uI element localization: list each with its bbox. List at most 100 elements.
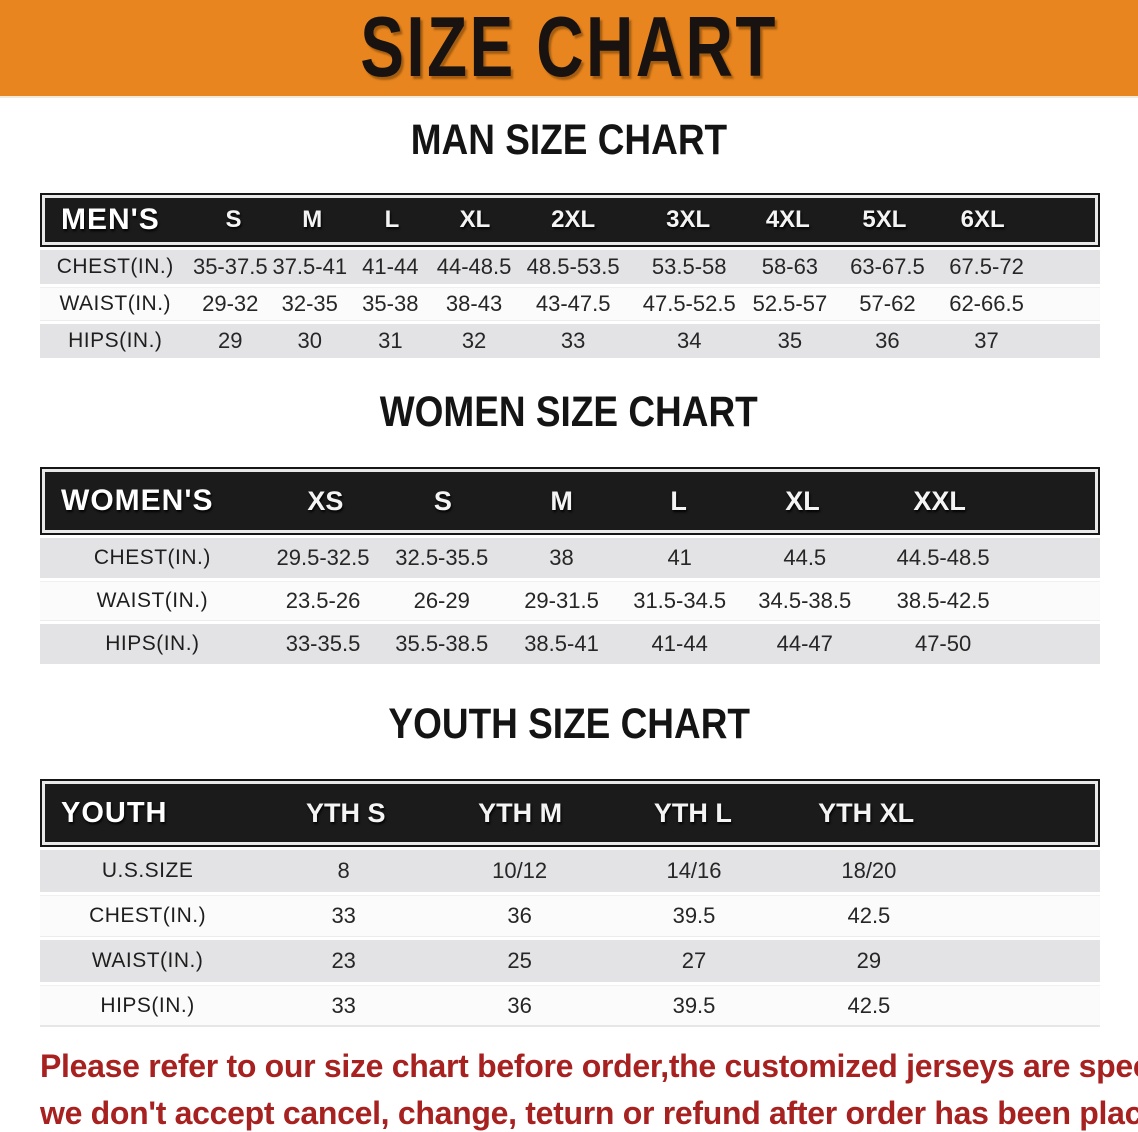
table-cell: 33: [331, 992, 356, 1018]
men-table-header-row: MEN'S S M L XL 2XL 3XL 4XL 5XL 6XL: [45, 198, 1095, 242]
table-cell: 58-63: [761, 254, 819, 279]
table-cell: 29.5-32.5: [276, 545, 370, 570]
table-cell: 43-47.5: [535, 291, 611, 316]
men-section-heading-text: MAN SIZE CHART: [410, 116, 728, 164]
table-cell: 10/12: [492, 858, 548, 883]
table-cell: 34.5-38.5: [758, 588, 852, 613]
table-cell: 23.5-26: [285, 588, 361, 613]
women-size-column-s: S: [433, 485, 452, 516]
table-cell: 39.5: [672, 903, 716, 928]
table-cell: 35-37.5: [192, 254, 268, 279]
table-cell: 31.5-34.5: [633, 588, 727, 613]
table-cell: 62-66.5: [949, 291, 1024, 316]
women-size-column-m: M: [550, 485, 573, 516]
row-label: U.S.SIZE: [101, 859, 194, 882]
disclaimer-line-1: Please refer to our size chart before or…: [40, 1048, 1138, 1084]
table-cell: 57-62: [859, 291, 916, 316]
table-cell: 29: [218, 328, 243, 353]
table-cell: 38.5-42.5: [896, 588, 990, 613]
men-waist-row: WAIST(IN.) 29-32 32-35 35-38 38-43 43-47…: [40, 287, 1100, 321]
table-cell: 52.5-57: [752, 291, 828, 316]
row-label: CHEST(IN.): [56, 255, 174, 278]
table-cell: 41-44: [362, 254, 419, 279]
table-cell: 41: [667, 545, 692, 570]
women-section-heading-text: WOMEN SIZE CHART: [379, 388, 758, 436]
youth-size-column-xl: YTH XL: [818, 797, 915, 828]
row-label: WAIST(IN.): [96, 589, 209, 612]
women-size-column-xxl: XXL: [913, 485, 966, 516]
row-label: HIPS(IN.): [68, 329, 163, 352]
women-table-title: WOMEN'S: [61, 484, 214, 517]
women-size-column-l: L: [670, 485, 687, 516]
disclaimer: Please refer to our size chart before or…: [0, 1043, 1138, 1132]
banner: SIZE CHART: [0, 0, 1138, 98]
table-cell: 27: [681, 948, 707, 973]
table-cell: 36: [507, 992, 532, 1018]
women-table-header-frame: WOMEN'S XS S M L XL XXL: [40, 467, 1100, 535]
men-table-title: MEN'S: [61, 203, 160, 236]
men-chest-row: CHEST(IN.) 35-37.5 37.5-41 41-44 44-48.5…: [40, 250, 1100, 284]
table-cell: 14/16: [666, 858, 722, 883]
men-size-column-5xl: 5XL: [862, 206, 907, 233]
men-size-column-xl: XL: [459, 206, 491, 233]
table-cell: 44.5: [783, 545, 827, 570]
youth-section-heading: YOUTH SIZE CHART: [0, 700, 1138, 755]
youth-hips-row: HIPS(IN.) 33 36 39.5 42.5: [40, 985, 1100, 1027]
disclaimer-line-2: we don't accept cancel, change, teturn o…: [40, 1095, 1138, 1131]
table-cell: 42.5: [847, 992, 891, 1018]
men-table-header-frame: MEN'S S M L XL 2XL 3XL 4XL 5XL 6XL: [40, 193, 1100, 247]
table-cell: 53.5-58: [651, 254, 727, 279]
women-waist-row: WAIST(IN.) 23.5-26 26-29 29-31.5 31.5-34…: [40, 581, 1100, 621]
table-cell: 37: [974, 328, 999, 353]
table-cell: 41-44: [651, 631, 708, 656]
women-size-column-xl: XL: [785, 485, 820, 516]
women-section-heading: WOMEN SIZE CHART: [0, 388, 1138, 443]
youth-table-header-frame: YOUTH YTH S YTH M YTH L YTH XL: [40, 779, 1100, 847]
table-cell: 34: [676, 328, 702, 353]
table-cell: 36: [875, 328, 900, 353]
banner-title: SIZE CHART: [360, 0, 778, 95]
youth-chest-row: CHEST(IN.) 33 36 39.5 42.5: [40, 895, 1100, 937]
women-size-table: WOMEN'S XS S M L XL XXL CHEST(IN.) 29.5-…: [40, 467, 1100, 664]
table-cell: 32: [461, 328, 487, 353]
table-cell: 35-38: [362, 291, 419, 316]
table-cell: 36: [507, 903, 532, 928]
row-label: HIPS(IN.): [105, 632, 200, 655]
youth-size-column-m: YTH M: [478, 797, 563, 828]
men-size-column-s: S: [225, 206, 242, 233]
table-cell: 44-48.5: [436, 254, 512, 279]
table-cell: 38-43: [445, 291, 503, 316]
table-cell: 37.5-41: [272, 254, 348, 279]
table-cell: 33: [331, 903, 356, 928]
table-cell: 47-50: [914, 631, 972, 656]
women-hips-row: HIPS(IN.) 33-35.5 35.5-38.5 38.5-41 41-4…: [40, 624, 1100, 664]
men-size-table: MEN'S S M L XL 2XL 3XL 4XL 5XL 6XL CHEST…: [40, 193, 1100, 358]
table-cell: 32.5-35.5: [395, 545, 489, 570]
men-size-column-6xl: 6XL: [960, 206, 1005, 233]
table-cell: 42.5: [847, 903, 891, 928]
row-label: WAIST(IN.): [91, 949, 204, 972]
youth-size-column-s: YTH S: [306, 797, 386, 828]
row-label: WAIST(IN.): [59, 292, 172, 315]
table-cell: 33-35.5: [285, 631, 361, 656]
youth-table-title: YOUTH: [61, 796, 168, 829]
row-label: CHEST(IN.): [89, 904, 207, 927]
table-cell: 25: [507, 948, 532, 973]
table-cell: 33: [560, 328, 586, 353]
table-cell: 32-35: [281, 291, 338, 316]
men-size-column-l: L: [384, 206, 400, 233]
women-size-column-xs: XS: [307, 485, 344, 516]
table-cell: 23: [331, 948, 356, 973]
youth-table-header-row: YOUTH YTH S YTH M YTH L YTH XL: [45, 784, 1095, 842]
men-size-column-4xl: 4XL: [765, 206, 810, 233]
men-size-column-2xl: 2XL: [551, 206, 596, 233]
table-cell: 44.5-48.5: [896, 545, 990, 570]
women-chest-row: CHEST(IN.) 29.5-32.5 32.5-35.5 38 41 44.…: [40, 538, 1100, 578]
row-label: CHEST(IN.): [93, 546, 211, 569]
youth-size-table: YOUTH YTH S YTH M YTH L YTH XL U.S.SIZE …: [40, 779, 1100, 1027]
table-cell: 30: [297, 328, 322, 353]
table-cell: 29: [856, 948, 882, 973]
youth-ussize-row: U.S.SIZE 8 10/12 14/16 18/20: [40, 850, 1100, 892]
table-cell: 35.5-38.5: [395, 631, 489, 656]
